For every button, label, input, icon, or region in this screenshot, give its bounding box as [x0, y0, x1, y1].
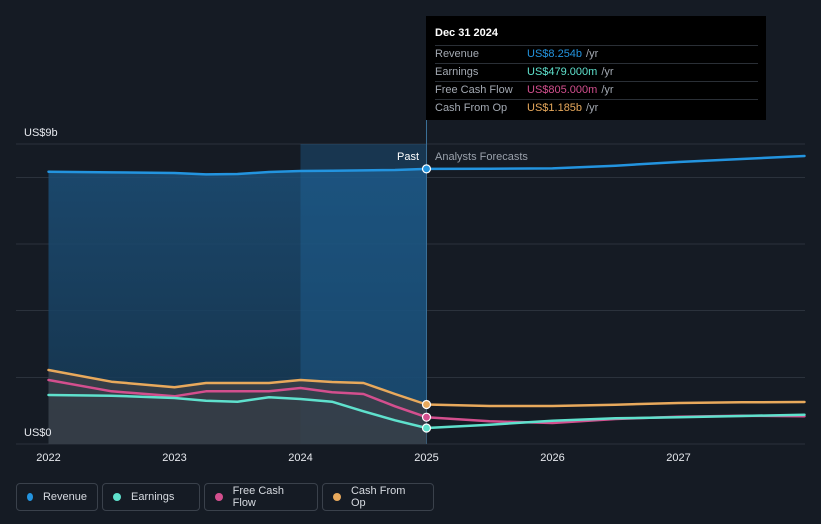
cash-from-op-dot-icon — [333, 493, 341, 501]
tooltip-date: Dec 31 2024 — [435, 27, 498, 39]
x-tick-label: 2022 — [36, 452, 60, 464]
tooltip-label: Earnings — [435, 66, 479, 78]
revenue-past-area — [48, 168, 427, 444]
x-tick-label: 2027 — [666, 452, 690, 464]
axis-layer: US$9b US$0 Past Analysts Forecasts 2022 2… — [24, 127, 691, 464]
y-tick-label-top: US$9b — [24, 127, 58, 139]
past-label: Past — [397, 151, 419, 163]
marker-layer — [421, 164, 432, 433]
tooltip-unit: /yr — [586, 102, 599, 114]
y-tick-label-bottom: US$0 — [24, 427, 52, 439]
earnings-line — [47, 393, 806, 430]
legend-label: Free Cash Flow — [232, 485, 285, 509]
cash-from-op-past-area — [48, 370, 427, 444]
x-tick-label: 2024 — [288, 452, 312, 464]
earnings-dot-icon — [113, 493, 121, 501]
tooltip-unit: /yr — [601, 66, 614, 78]
tooltip-row-revenue: Revenue US$8.254b /yr — [435, 45, 758, 63]
revenue-line — [47, 154, 806, 176]
x-tick-label: 2026 — [540, 452, 564, 464]
tooltip-value: US$479.000m — [527, 66, 598, 78]
tooltip-unit: /yr — [601, 84, 614, 96]
legend-item-free-cash-flow[interactable]: Free Cash Flow — [204, 483, 318, 511]
tooltip-label: Cash From Op — [435, 102, 508, 114]
data-tooltip: Dec 31 2024 Revenue US$8.254b /yr Earnin… — [426, 16, 766, 120]
free-cash-flow-marker[interactable] — [421, 412, 432, 422]
legend-item-cash-from-op[interactable]: Cash From Op — [322, 483, 434, 511]
chart-legend: Revenue Earnings Free Cash Flow Cash Fro… — [16, 483, 434, 511]
cash-from-op-marker[interactable] — [421, 399, 432, 410]
tooltip-unit: /yr — [586, 48, 599, 60]
cash-from-op-line — [47, 368, 806, 408]
tooltip-label: Revenue — [435, 48, 480, 60]
area-layer — [48, 120, 427, 444]
legend-label: Earnings — [131, 491, 175, 503]
tooltip-value: US$1.185b — [527, 102, 583, 114]
free-cash-flow-dot-icon — [215, 493, 223, 501]
legend-label: Revenue — [42, 491, 87, 503]
forecast-label: Analysts Forecasts — [435, 151, 528, 163]
x-tick-label: 2023 — [162, 452, 186, 464]
tooltip-value: US$805.000m — [527, 84, 598, 96]
legend-label: Cash From Op — [350, 485, 406, 509]
x-tick-label: 2025 — [414, 452, 438, 464]
legend-item-revenue[interactable]: Revenue — [16, 483, 98, 511]
legend-item-earnings[interactable]: Earnings — [102, 483, 200, 511]
tooltip-row-cash-from-op: Cash From Op US$1.185b /yr — [435, 99, 758, 117]
revenue-marker[interactable] — [421, 164, 432, 174]
revenue-dot-icon — [27, 493, 33, 501]
tooltip-row-earnings: Earnings US$479.000m /yr — [435, 63, 758, 81]
earnings-marker[interactable] — [421, 423, 432, 433]
tooltip-row-free-cash-flow: Free Cash Flow US$805.000m /yr — [435, 81, 758, 99]
line-layer — [47, 154, 806, 430]
tooltip-value: US$8.254b — [527, 48, 583, 60]
tooltip-label: Free Cash Flow — [435, 84, 513, 96]
